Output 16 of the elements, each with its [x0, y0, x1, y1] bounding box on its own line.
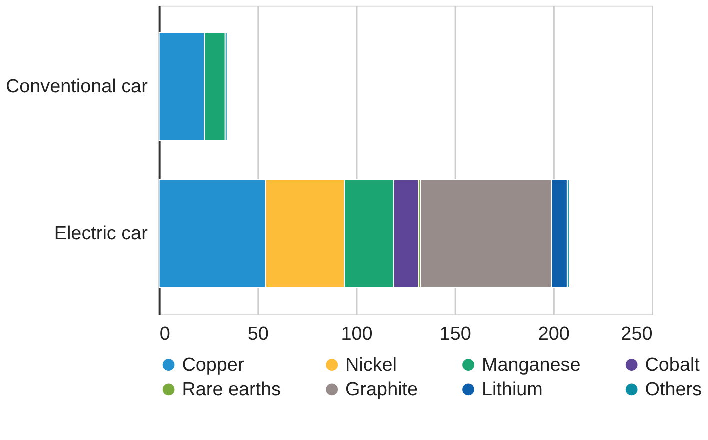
x-tick-label: 200	[538, 324, 570, 345]
x-tick-label: 0	[160, 324, 170, 345]
legend-label: Manganese	[482, 355, 581, 376]
x-tick-label: 250	[621, 324, 653, 345]
legend-label: Lithium	[482, 380, 543, 401]
legend-label: Rare earths	[182, 380, 282, 401]
legend-label: Nickel	[346, 355, 398, 376]
legend-label: Graphite	[346, 380, 418, 401]
x-tick-label: 50	[248, 324, 269, 345]
y-tick-label: Electric car	[54, 224, 148, 245]
x-tick-label: 100	[341, 324, 373, 345]
x-tick-label: 150	[440, 324, 472, 345]
legend-label: Cobalt	[645, 355, 701, 376]
legend-label: Copper	[182, 355, 244, 376]
legend-label: Others	[645, 380, 702, 401]
y-tick-label: Conventional car	[6, 76, 148, 98]
